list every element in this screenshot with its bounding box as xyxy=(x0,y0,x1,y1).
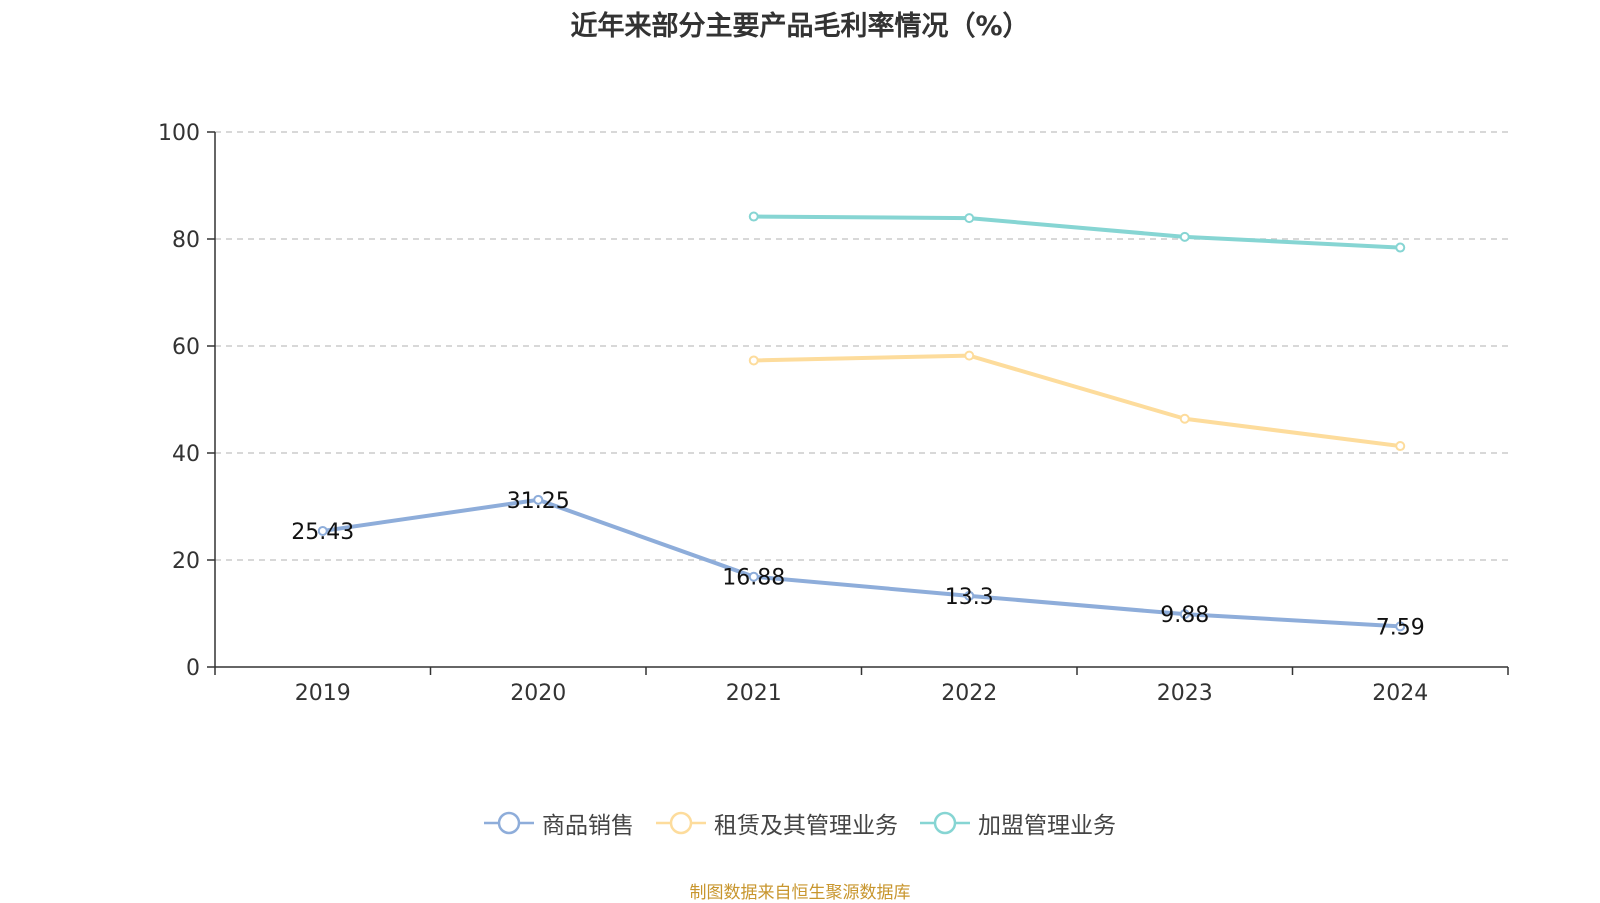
x-tick-label: 2022 xyxy=(941,681,997,706)
y-tick-label: 80 xyxy=(172,228,200,253)
series-line xyxy=(322,497,1401,629)
data-point[interactable] xyxy=(1395,441,1406,452)
data-label: 7.59 xyxy=(1376,615,1425,640)
data-point[interactable] xyxy=(748,571,759,582)
source-note: 制图数据来自恒生聚源数据库 xyxy=(689,883,911,903)
data-point[interactable] xyxy=(748,211,759,222)
axes: 0 20 40 60 80 100 2019 2020 2021 2022 2023 2024 xyxy=(158,121,1509,706)
data-labels: 25.43 31.25 16.88 13.3 9.88 7.59 xyxy=(291,489,1424,641)
x-tick-label: 2023 xyxy=(1157,681,1213,706)
data-point[interactable] xyxy=(317,525,328,536)
data-point[interactable] xyxy=(1395,621,1406,632)
series-lines xyxy=(317,211,1406,632)
y-tick-label: 60 xyxy=(172,335,200,360)
legend-label: 租赁及其管理业务 xyxy=(714,813,898,839)
data-point[interactable] xyxy=(748,355,759,366)
legend-marker-icon xyxy=(656,811,706,835)
y-tick-label: 100 xyxy=(158,121,200,146)
x-tick-label: 2024 xyxy=(1372,681,1428,706)
series-line xyxy=(753,214,1401,250)
legend-label: 商品销售 xyxy=(542,813,634,839)
data-point[interactable] xyxy=(1179,609,1190,620)
chart-title: 近年来部分主要产品毛利率情况（%） xyxy=(570,11,1030,42)
data-point[interactable] xyxy=(964,350,975,361)
legend-item[interactable]: 商品销售 xyxy=(484,806,634,840)
data-point[interactable] xyxy=(964,590,975,601)
data-point[interactable] xyxy=(1179,231,1190,242)
data-label: 31.25 xyxy=(507,489,570,514)
y-tick-label: 0 xyxy=(186,656,200,681)
series-line xyxy=(753,353,1401,449)
x-tick-label: 2020 xyxy=(510,681,566,706)
x-tick-label: 2021 xyxy=(726,681,782,706)
data-point[interactable] xyxy=(964,213,975,224)
legend-item[interactable]: 加盟管理业务 xyxy=(920,806,1116,840)
y-tick-label: 20 xyxy=(172,549,200,574)
data-label: 13.3 xyxy=(945,585,994,610)
data-label: 25.43 xyxy=(291,520,354,545)
legend-label: 加盟管理业务 xyxy=(978,813,1116,839)
legend-marker-icon xyxy=(484,811,534,835)
y-tick-label: 40 xyxy=(172,442,200,467)
legend-marker-icon xyxy=(920,811,970,835)
legend-item[interactable]: 租赁及其管理业务 xyxy=(656,806,898,840)
data-label: 9.88 xyxy=(1160,603,1209,628)
data-point[interactable] xyxy=(1179,413,1190,424)
data-point[interactable] xyxy=(1395,242,1406,253)
legend: 商品销售 租赁及其管理业务 加盟管理业务 xyxy=(0,806,1600,840)
grid-lines xyxy=(215,131,1508,561)
x-tick-label: 2019 xyxy=(295,681,351,706)
data-label: 16.88 xyxy=(722,566,785,591)
data-point[interactable] xyxy=(533,494,544,505)
